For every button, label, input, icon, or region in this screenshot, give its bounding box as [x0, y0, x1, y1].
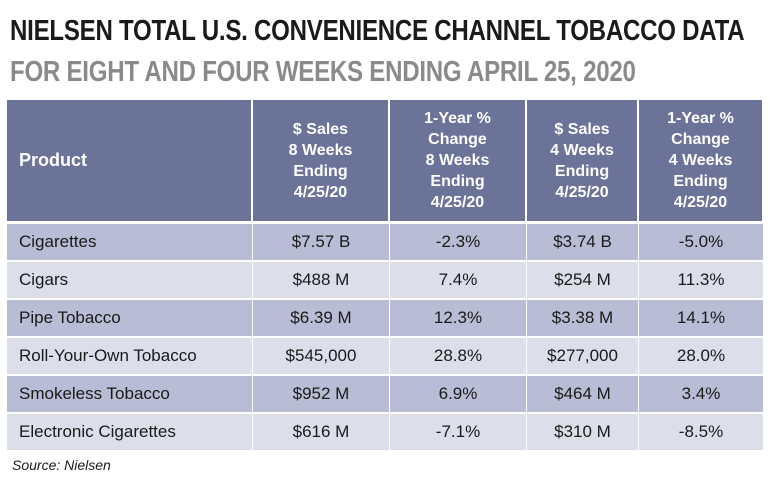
row-product: Smokeless Tobacco: [7, 376, 253, 414]
row-change-8-weeks: 7.4%: [390, 262, 527, 300]
row-product: Cigars: [7, 262, 253, 300]
row-change-8-weeks: -7.1%: [390, 414, 527, 452]
row-sales-8-weeks: $616 M: [253, 414, 390, 452]
page-title: NIELSEN TOTAL U.S. CONVENIENCE CHANNEL T…: [10, 15, 745, 47]
row-sales-8-weeks: $952 M: [253, 376, 390, 414]
row-sales-4-weeks: $310 M: [527, 414, 639, 452]
row-change-4-weeks: -5.0%: [639, 224, 764, 262]
row-change-8-weeks: 28.8%: [390, 338, 527, 376]
row-product: Electronic Cigarettes: [7, 414, 253, 452]
row-sales-4-weeks: $3.38 M: [527, 300, 639, 338]
tobacco-data-table: Product $ Sales 8 Weeks Ending 4/25/20 1…: [7, 100, 764, 452]
header-sales-8-weeks: $ Sales 8 Weeks Ending 4/25/20: [253, 100, 390, 224]
row-change-8-weeks: -2.3%: [390, 224, 527, 262]
header-change-4-weeks: 1-Year % Change 4 Weeks Ending 4/25/20: [639, 100, 764, 224]
row-sales-8-weeks: $488 M: [253, 262, 390, 300]
source-note: Source: Nielsen: [12, 457, 111, 473]
row-sales-4-weeks: $3.74 B: [527, 224, 639, 262]
header-change-8-weeks: 1-Year % Change 8 Weeks Ending 4/25/20: [390, 100, 527, 224]
row-change-8-weeks: 6.9%: [390, 376, 527, 414]
row-change-8-weeks: 12.3%: [390, 300, 527, 338]
row-sales-8-weeks: $7.57 B: [253, 224, 390, 262]
row-sales-4-weeks: $277,000: [527, 338, 639, 376]
row-sales-4-weeks: $254 M: [527, 262, 639, 300]
page-subtitle: FOR EIGHT AND FOUR WEEKS ENDING APRIL 25…: [10, 56, 636, 88]
row-sales-8-weeks: $545,000: [253, 338, 390, 376]
row-sales-4-weeks: $464 M: [527, 376, 639, 414]
row-product: Cigarettes: [7, 224, 253, 262]
row-change-4-weeks: 28.0%: [639, 338, 764, 376]
row-change-4-weeks: -8.5%: [639, 414, 764, 452]
header-sales-4-weeks: $ Sales 4 Weeks Ending 4/25/20: [527, 100, 639, 224]
header-product: Product: [7, 100, 253, 224]
row-product: Roll-Your-Own Tobacco: [7, 338, 253, 376]
row-change-4-weeks: 3.4%: [639, 376, 764, 414]
row-product: Pipe Tobacco: [7, 300, 253, 338]
row-sales-8-weeks: $6.39 M: [253, 300, 390, 338]
row-change-4-weeks: 14.1%: [639, 300, 764, 338]
row-change-4-weeks: 11.3%: [639, 262, 764, 300]
